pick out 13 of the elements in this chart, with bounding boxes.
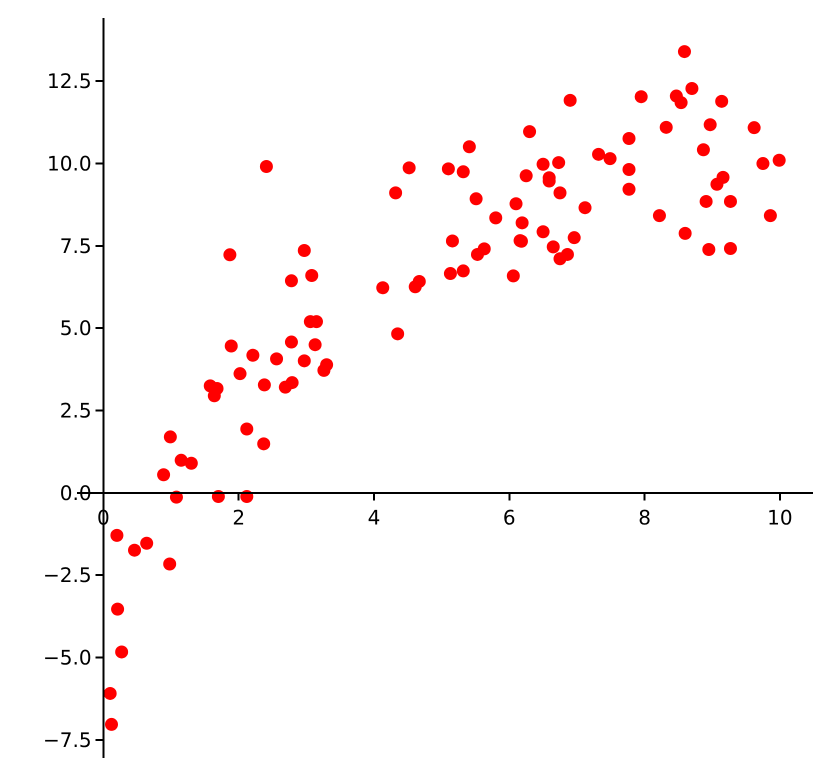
y-tick-label: 2.5 (60, 398, 92, 423)
y-tick-label: 5.0 (60, 316, 92, 340)
y-tick-label: −7.5 (43, 728, 92, 752)
x-tick-label: 8 (638, 506, 651, 530)
x-tick-label: 6 (502, 506, 516, 530)
y-tick-label: 10.0 (47, 152, 92, 176)
x-tick-label: 10 (767, 506, 793, 530)
y-tick-label: 12.5 (47, 69, 92, 94)
y-tick-label: −5.0 (43, 646, 92, 670)
y-tick-label: −2.5 (43, 563, 92, 588)
y-tick-label: 7.5 (60, 234, 92, 258)
x-tick-label: 2 (232, 506, 246, 530)
x-tick-label: 4 (368, 506, 380, 530)
